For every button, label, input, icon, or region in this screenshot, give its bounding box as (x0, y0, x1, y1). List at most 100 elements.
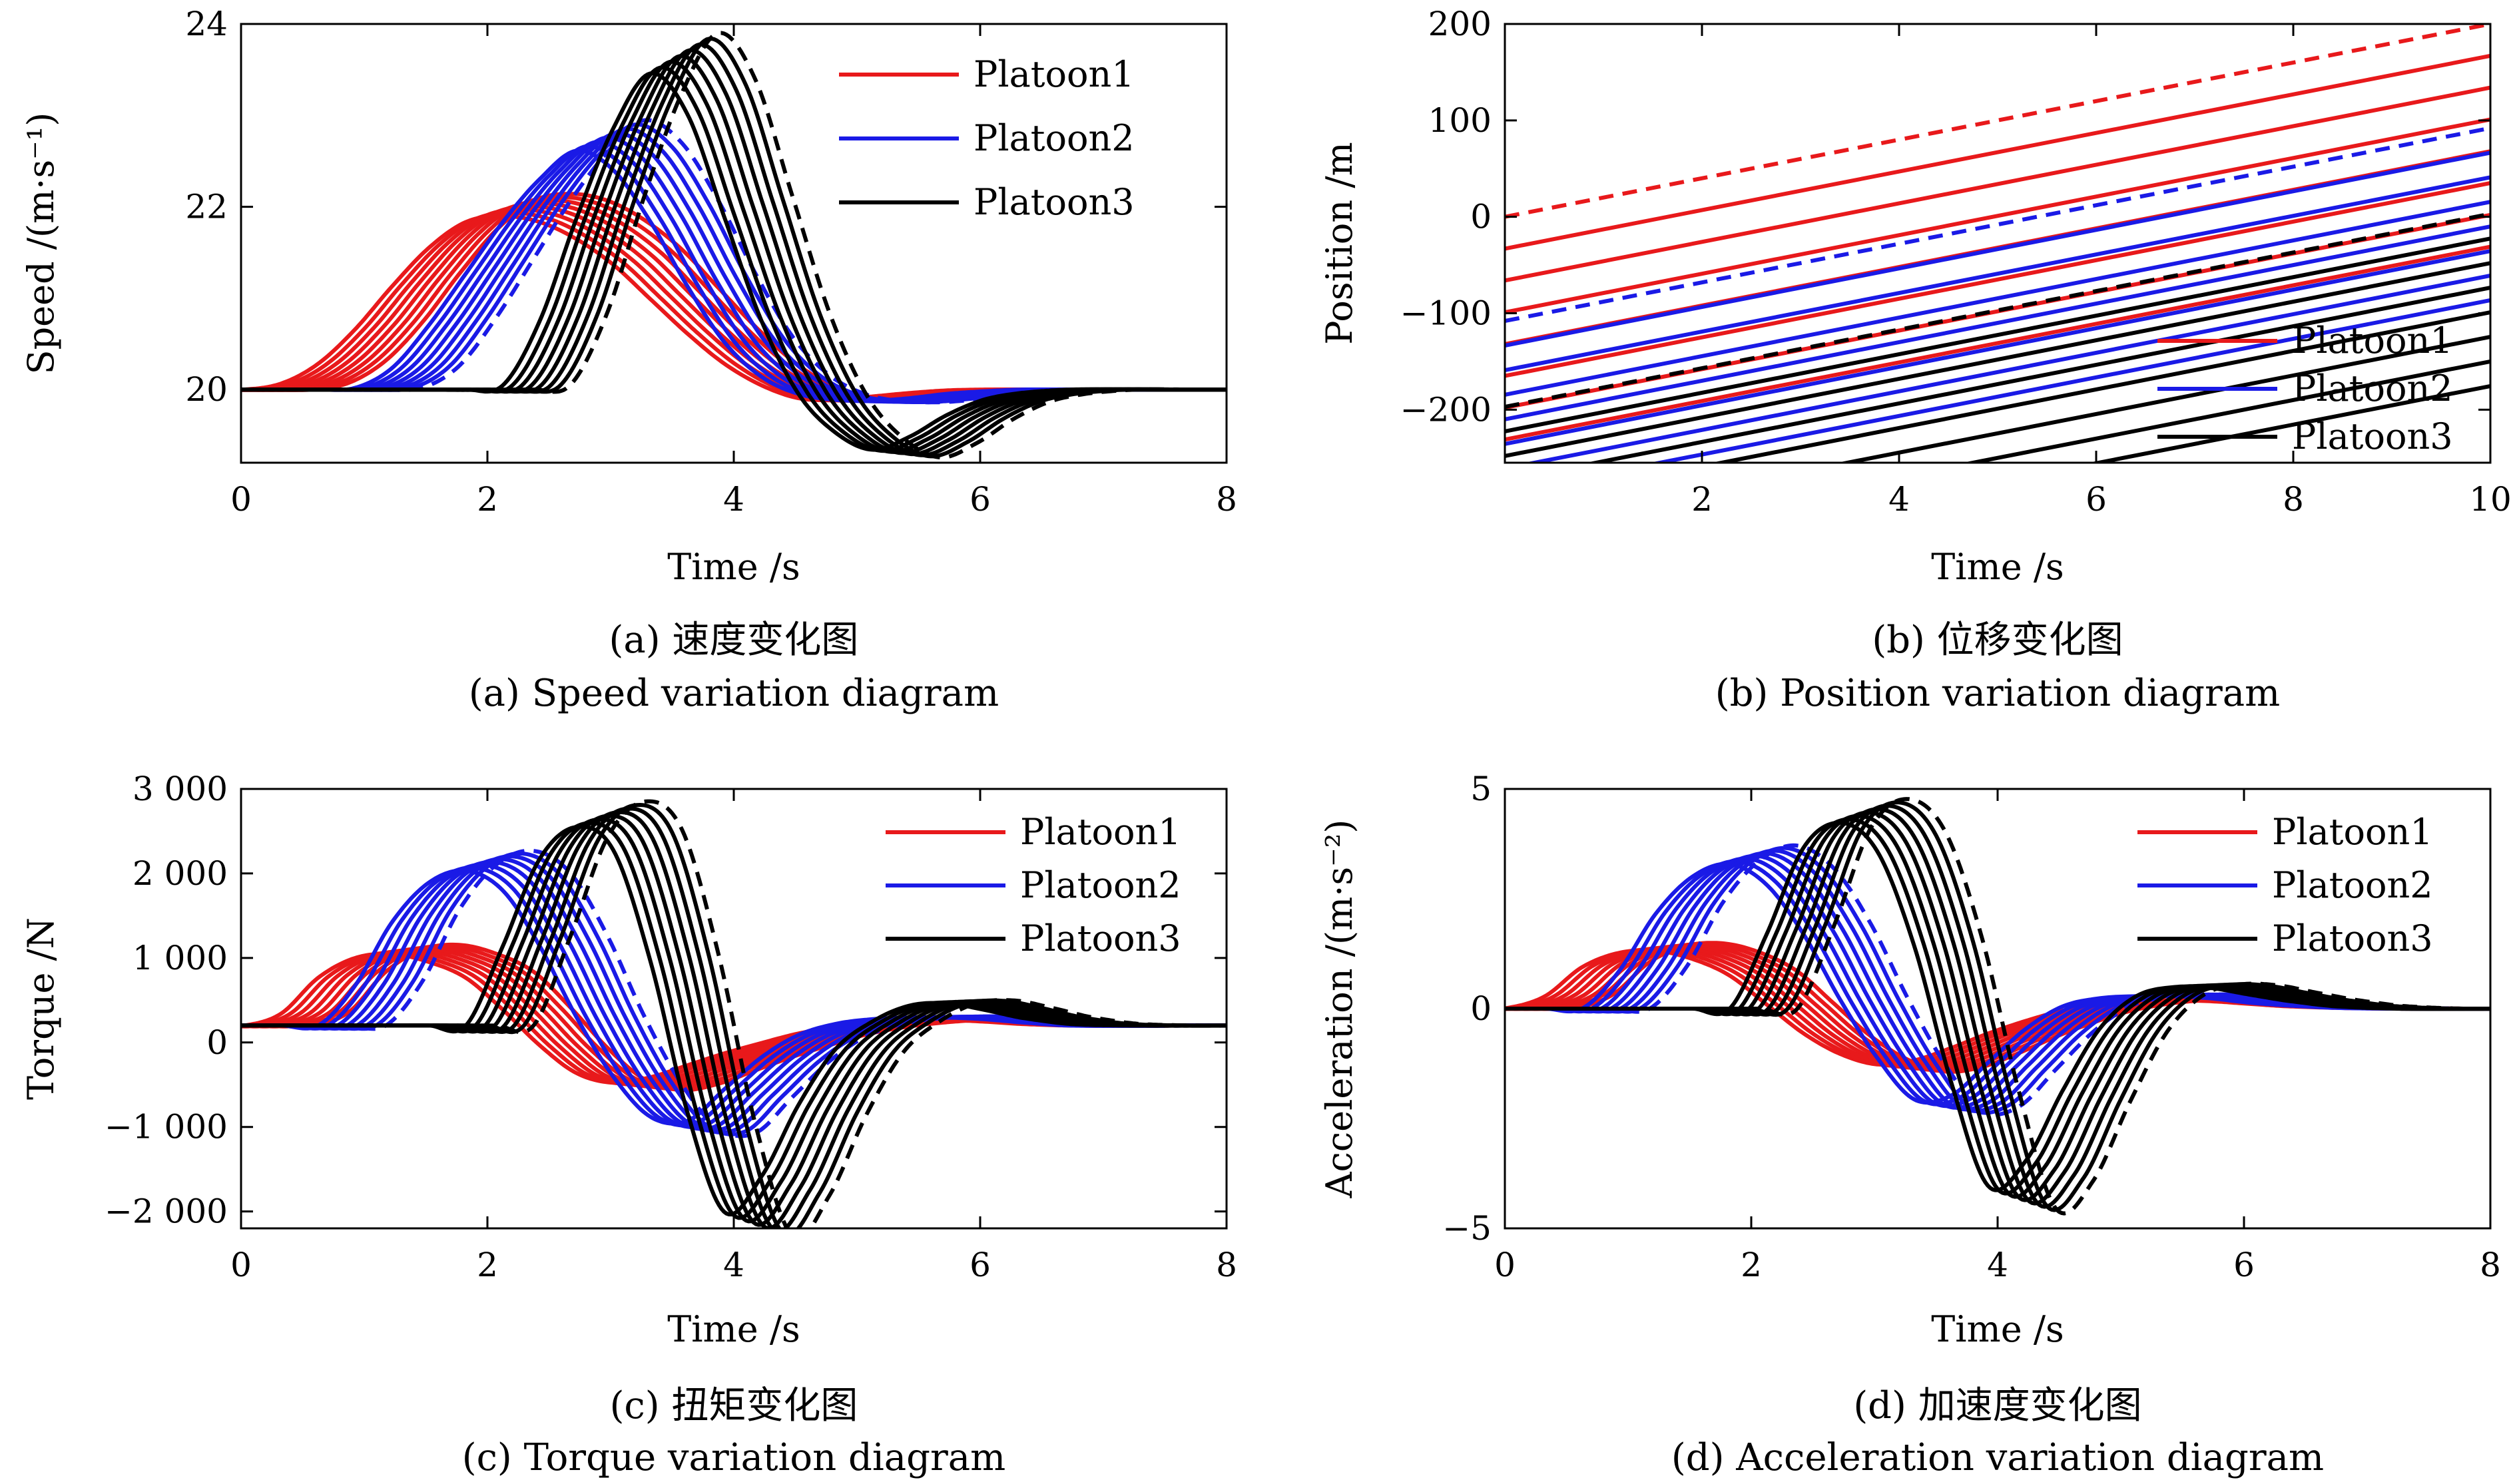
series-platoon3-vehicle-8 (241, 799, 1227, 1228)
series-platoon1-vehicle-1 (1505, 24, 2490, 219)
plot-area (1505, 797, 2490, 1216)
y-axis-label: Speed /(m·s⁻¹) (20, 113, 62, 375)
x-tick-label: 6 (970, 480, 991, 519)
series-platoon3-vehicle-8 (241, 31, 1227, 460)
y-tick-label: 24 (185, 5, 228, 43)
x-tick-label: 2 (477, 480, 498, 519)
y-axis-label: Position /m (1318, 142, 1360, 344)
legend-label-platoon3: Platoon3 (1020, 917, 1181, 959)
y-axis-label: Acceleration /(m·s⁻²) (1318, 820, 1360, 1199)
caption-en: (a) Speed variation diagram (469, 672, 999, 715)
legend-label-platoon2: Platoon2 (2292, 368, 2453, 409)
series-platoon2-vehicle-3 (1505, 175, 2490, 372)
y-axis-label: Torque /N (20, 917, 62, 1100)
series-platoon1-vehicle-7 (1505, 212, 2490, 410)
caption-en: (d) Acceleration variation diagram (1671, 1436, 2324, 1479)
x-axis-label: Time /s (1931, 1308, 2064, 1350)
series-platoon2-vehicle-4 (1505, 200, 2490, 397)
x-tick-label: 4 (723, 1246, 744, 1284)
series-platoon1-vehicle-8 (1505, 244, 2490, 442)
series-platoon3-vehicle-7 (241, 37, 1227, 459)
y-tick-label: 2 000 (133, 854, 228, 893)
legend-label-platoon1: Platoon1 (1020, 811, 1181, 853)
plot-frame (1504, 23, 2492, 464)
series-platoon2-vehicle-7 (1524, 274, 2490, 463)
plot-area (1505, 24, 2490, 463)
plot-frame (240, 788, 1228, 1230)
y-tick-label: −200 (1400, 390, 1492, 429)
series-platoon2-vehicle-6 (1505, 249, 2490, 446)
y-tick-label: −1 000 (105, 1108, 228, 1146)
y-tick-label: 0 (206, 1023, 228, 1062)
y-tick-label: 0 (1470, 198, 1492, 236)
series-platoon3-vehicle-7 (1962, 359, 2490, 463)
series-platoon3 (1505, 797, 2490, 1216)
y-tick-label: −2 000 (105, 1192, 228, 1231)
series-platoon3-vehicle-8 (2088, 383, 2490, 463)
y-tick-label: 3 000 (133, 770, 228, 808)
series-platoon2-vehicle-2 (1505, 150, 2490, 348)
x-axis-label: Time /s (667, 1308, 800, 1350)
y-tick-label: 100 (1428, 101, 1492, 140)
series-platoon2-vehicle-8 (241, 118, 1227, 405)
x-axis-label: Time /s (667, 546, 800, 588)
legend: Platoon1 Platoon2 Platoon3 (2137, 811, 2433, 959)
x-tick-label: 2 (1691, 480, 1713, 519)
chart-c: 0 2 4 6 8 −2 000 −1 000 0 1 000 2 000 3 000 Time /s… (20, 770, 1237, 1479)
caption-en: (b) Position variation diagram (1715, 672, 2280, 715)
legend-label-platoon1: Platoon1 (2292, 320, 2453, 362)
legend-label-platoon3: Platoon3 (974, 181, 1135, 223)
x-tick-label: 4 (1888, 480, 1910, 519)
legend-label-platoon2: Platoon2 (2272, 864, 2433, 906)
legend-label-platoon3: Platoon3 (2272, 917, 2433, 959)
series-platoon3-vehicle-7 (241, 802, 1227, 1228)
x-tick-label: 2 (1741, 1246, 1762, 1284)
y-tick-label: 20 (185, 370, 228, 409)
y-tick-label: 22 (185, 188, 228, 226)
series-platoon3-vehicle-3 (1505, 261, 2490, 458)
x-tick-label: 0 (230, 480, 252, 519)
series-platoon3 (1505, 212, 2490, 463)
legend-label-platoon2: Platoon2 (974, 117, 1135, 159)
series-platoon2-vehicle-5 (1505, 224, 2490, 421)
x-tick-label: 2 (477, 1246, 498, 1284)
y-tick-label: −5 (1442, 1209, 1492, 1248)
series-platoon2 (1505, 126, 2490, 463)
x-tick-label: 4 (1987, 1246, 2008, 1284)
series-platoon2-vehicle-8 (1649, 298, 2490, 463)
chart-b: 2 4 6 8 10 −200 −100 0 100 200 Time /s Position /m P… (1318, 5, 2512, 715)
legend-label-platoon2: Platoon2 (1020, 864, 1181, 906)
x-tick-label: 4 (723, 480, 744, 519)
legend-label-platoon3: Platoon3 (2292, 415, 2453, 457)
x-tick-label: 8 (1216, 1246, 1237, 1284)
caption-cn: (d) 加速度变化图 (1853, 1384, 2141, 1427)
y-tick-label: 200 (1428, 5, 1492, 43)
legend: Platoon1 Platoon2 Platoon3 (2157, 320, 2453, 457)
caption-cn: (c) 扭矩变化图 (610, 1384, 858, 1427)
y-tick-label: −100 (1400, 294, 1492, 333)
series-platoon1-vehicle-6 (1505, 181, 2490, 378)
series-platoon3-vehicle-2 (1505, 236, 2490, 433)
legend-label-platoon1: Platoon1 (974, 53, 1135, 95)
series-platoon3-vehicle-7 (1505, 800, 2490, 1212)
x-tick-label: 0 (1494, 1246, 1516, 1284)
legend: Platoon1 Platoon2 Platoon3 (886, 811, 1181, 959)
caption-cn: (b) 位移变化图 (1872, 618, 2123, 662)
y-tick-label: 0 (1470, 989, 1492, 1028)
legend: Platoon1 Platoon2 Platoon3 (839, 53, 1135, 223)
series-platoon2-vehicle-1 (241, 868, 1227, 1126)
x-tick-label: 6 (2233, 1246, 2255, 1284)
legend-label-platoon1: Platoon1 (2272, 811, 2433, 853)
y-tick-label: 5 (1470, 770, 1492, 808)
x-tick-label: 8 (1216, 480, 1237, 519)
series-platoon1-vehicle-3 (1505, 85, 2490, 283)
x-axis-label: Time /s (1931, 546, 2064, 588)
series-platoon2-vehicle-2 (241, 866, 1227, 1128)
y-tick-label: 1 000 (133, 939, 228, 977)
series-platoon3-vehicle-5 (1711, 310, 2490, 463)
series-platoon3 (241, 31, 1227, 460)
x-tick-label: 0 (230, 1246, 252, 1284)
